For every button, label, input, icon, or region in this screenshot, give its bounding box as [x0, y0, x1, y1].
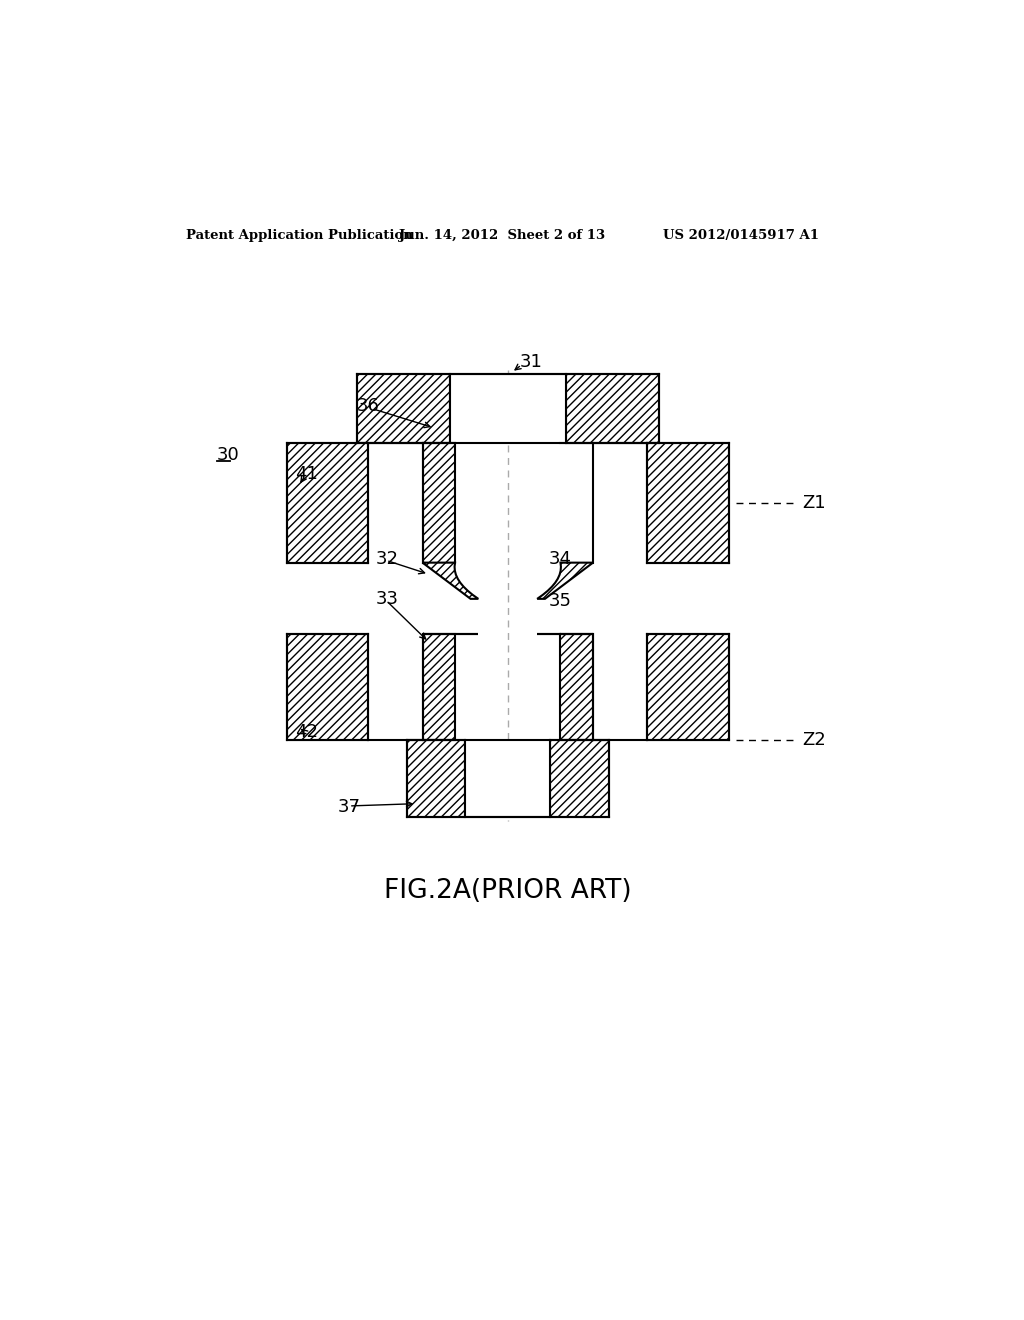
Bar — [287, 444, 369, 562]
Text: FIG.2A(PRIOR ART): FIG.2A(PRIOR ART) — [384, 878, 632, 904]
Bar — [455, 444, 560, 599]
Bar — [407, 739, 465, 817]
Text: 33: 33 — [376, 590, 399, 607]
Polygon shape — [423, 562, 478, 599]
Text: 30: 30 — [217, 446, 240, 463]
Text: 32: 32 — [376, 550, 399, 568]
Text: Z2: Z2 — [802, 731, 826, 748]
Text: 42: 42 — [295, 723, 317, 741]
Text: Z1: Z1 — [802, 494, 826, 512]
Bar — [356, 374, 450, 444]
Text: 36: 36 — [356, 397, 380, 416]
Polygon shape — [538, 562, 593, 599]
Bar — [647, 635, 729, 739]
Text: Jun. 14, 2012  Sheet 2 of 13: Jun. 14, 2012 Sheet 2 of 13 — [399, 230, 605, 243]
Text: Patent Application Publication: Patent Application Publication — [186, 230, 413, 243]
Text: 37: 37 — [337, 797, 360, 816]
Bar — [287, 635, 369, 739]
Bar — [450, 374, 566, 444]
Bar — [465, 739, 550, 817]
Text: 35: 35 — [549, 593, 571, 610]
Bar — [560, 635, 593, 739]
Bar — [455, 635, 560, 739]
Bar — [369, 635, 423, 739]
Text: 34: 34 — [549, 550, 571, 568]
Bar — [423, 444, 455, 562]
Bar — [550, 739, 608, 817]
Bar — [423, 635, 455, 739]
Text: US 2012/0145917 A1: US 2012/0145917 A1 — [663, 230, 819, 243]
Bar — [593, 444, 647, 562]
Bar — [369, 444, 423, 562]
Bar — [647, 444, 729, 562]
Bar — [593, 635, 647, 739]
Text: 41: 41 — [295, 465, 317, 483]
Text: 31: 31 — [519, 354, 543, 371]
Bar — [566, 374, 658, 444]
